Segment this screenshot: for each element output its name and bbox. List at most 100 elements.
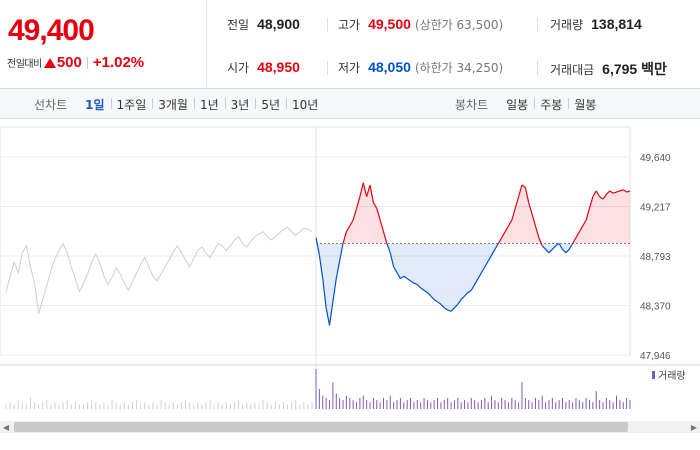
down-segment: [551, 245, 557, 250]
stat-high-value: 49,500: [368, 16, 411, 32]
down-segment: [467, 289, 472, 294]
up-segment: [342, 231, 347, 244]
down-segment: [386, 243, 391, 254]
down-segment: [325, 307, 331, 326]
up-segment: [534, 225, 540, 238]
stat-low: 저가 48,050 (하한가 34,250): [338, 59, 503, 76]
down-area: [403, 243, 408, 279]
down-area: [336, 243, 340, 279]
up-segment: [382, 231, 388, 244]
down-area: [454, 243, 458, 308]
stat-trade-value-value: 6,795 백만: [602, 61, 667, 77]
up-area: [623, 189, 627, 244]
tab-1-week[interactable]: 1주일: [110, 96, 153, 113]
tab-1-year[interactable]: 1년: [193, 96, 225, 113]
down-segment: [426, 292, 432, 297]
tab-3-months[interactable]: 3개월: [152, 96, 194, 113]
up-area: [349, 220, 354, 244]
up-segment: [497, 237, 503, 244]
down-segment: [403, 275, 408, 280]
stat-prev-close-label: 전일: [227, 18, 250, 32]
down-segment: [332, 278, 337, 303]
tab-weekly-candle[interactable]: 주봉: [534, 96, 568, 113]
down-segment: [548, 248, 553, 254]
down-segment: [410, 280, 415, 284]
stat-upper-limit: (상한가 63,500): [414, 18, 504, 32]
down-area: [471, 243, 475, 291]
up-area: [380, 220, 384, 244]
tab-daily-candle[interactable]: 일봉: [506, 97, 529, 112]
up-segment: [578, 225, 584, 233]
down-area: [484, 243, 489, 267]
down-area: [474, 243, 479, 285]
down-segment: [396, 272, 401, 279]
down-segment: [318, 255, 324, 279]
down-segment: [447, 309, 452, 312]
scroll-right-icon[interactable]: ▶: [690, 422, 698, 432]
down-segment: [328, 301, 334, 326]
candle-chart-tabs: 봉차트 일봉 주봉 월봉: [455, 89, 602, 119]
change-row: 전일대비 500 +1.02%: [7, 54, 144, 71]
up-segment: [602, 194, 607, 200]
up-segment: [572, 237, 577, 244]
change-amount: 500: [56, 54, 82, 71]
tab-10-years[interactable]: 10년: [286, 96, 324, 113]
tab-monthly-candle[interactable]: 월봉: [568, 96, 602, 113]
stat-low-label: 저가: [338, 61, 361, 75]
up-area: [592, 190, 597, 244]
y-tick-label: 48,793: [640, 252, 671, 263]
stat-trade-value: 거래대금 6,795 백만: [550, 59, 667, 79]
up-area: [383, 231, 387, 244]
tab-5-years[interactable]: 5년: [255, 96, 286, 113]
up-area: [366, 185, 371, 244]
down-segment: [450, 307, 455, 312]
up-segment: [345, 225, 351, 233]
down-area: [457, 243, 462, 305]
stat-high: 고가 49,500 (상한가 63,500): [338, 16, 503, 33]
up-segment: [582, 219, 587, 227]
down-area: [322, 243, 327, 308]
up-area: [501, 231, 506, 244]
up-segment: [372, 202, 378, 209]
up-segment: [362, 182, 368, 197]
down-segment: [416, 283, 422, 289]
stat-volume-label: 거래량: [550, 18, 584, 32]
down-segment: [400, 275, 405, 280]
up-area: [582, 220, 587, 244]
up-area: [373, 202, 377, 244]
down-area: [451, 243, 455, 312]
up-segment: [599, 196, 604, 200]
scroll-left-icon[interactable]: ◀: [2, 422, 10, 432]
up-area: [602, 194, 607, 244]
tab-1-day[interactable]: 1일: [85, 97, 105, 112]
down-segment: [558, 243, 563, 250]
down-segment: [420, 287, 425, 291]
down-segment: [437, 301, 442, 305]
scrollbar-thumb[interactable]: [14, 422, 628, 432]
up-area: [596, 190, 600, 244]
down-segment: [470, 284, 476, 291]
up-segment: [376, 208, 381, 221]
down-segment: [339, 243, 344, 262]
down-segment: [453, 303, 459, 309]
down-area: [545, 243, 549, 253]
down-area: [562, 243, 566, 253]
change-divider: [86, 56, 88, 69]
down-segment: [484, 260, 489, 268]
line-chart-heading: 선차트: [34, 97, 68, 112]
down-segment: [562, 248, 567, 254]
down-area: [393, 243, 398, 273]
y-tick-label: 49,217: [640, 203, 671, 214]
down-area: [397, 243, 401, 279]
down-area: [491, 243, 495, 256]
y-tick-label: 48,370: [640, 302, 671, 313]
stat-divider: [327, 61, 328, 75]
down-segment: [433, 299, 438, 303]
down-area: [565, 243, 570, 253]
stat-divider: [537, 61, 538, 75]
up-area: [609, 190, 614, 244]
tab-3-years[interactable]: 3년: [224, 96, 256, 113]
up-area: [508, 220, 512, 244]
down-segment: [322, 278, 327, 308]
up-area: [606, 190, 610, 244]
